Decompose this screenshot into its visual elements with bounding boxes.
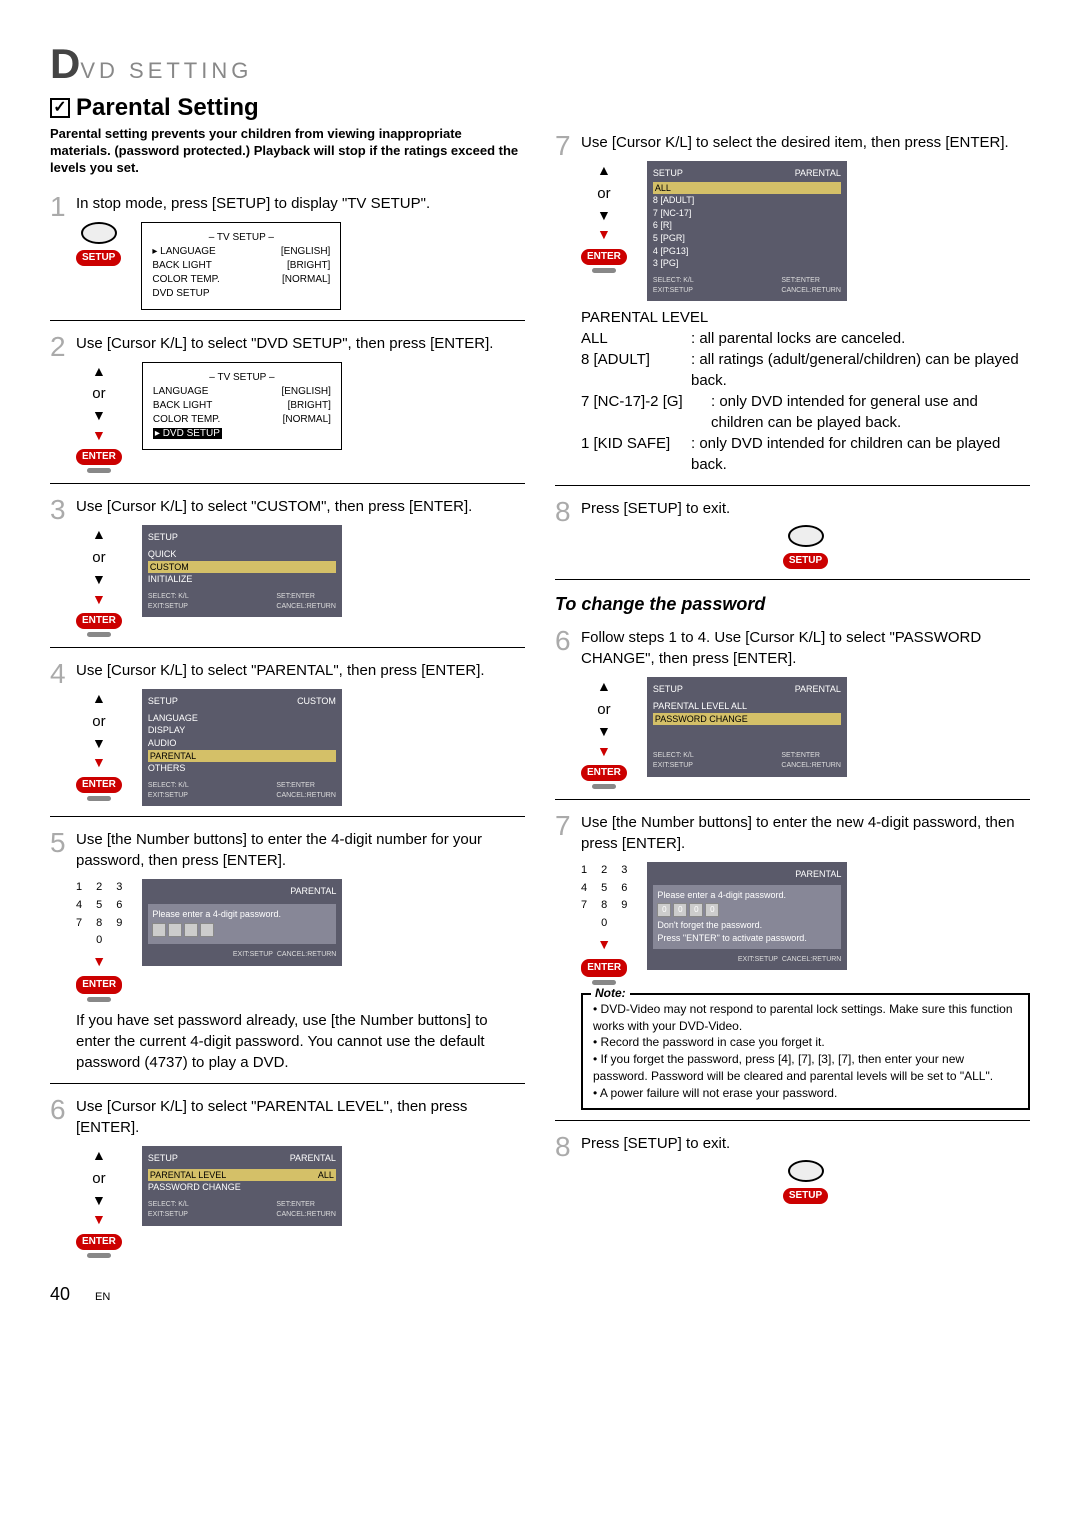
cursor-enter-graphic: ▲or▼ ▼ ENTER xyxy=(76,362,122,474)
lang-code: EN xyxy=(95,1291,110,1303)
right-column: 7 Use [Cursor K/L] to select the desired… xyxy=(555,126,1030,1274)
keypad-graphic: 123 456 789 0 ▼ ENTER xyxy=(76,879,122,1002)
osd-tv-setup: – TV SETUP – ▸ LANGUAGE [ENGLISH] BACK L… xyxy=(141,222,341,310)
checkbox-icon: ✓ xyxy=(50,98,70,118)
title-text: Parental Setting xyxy=(76,94,259,122)
osd-password-change: SETUPPARENTAL PARENTAL LEVEL ALL PASSWOR… xyxy=(647,677,847,776)
osd-level-list: SETUPPARENTAL ALL 8 [ADULT] 7 [NC-17] 6 … xyxy=(647,161,847,301)
osd-new-password: PARENTAL Please enter a 4-digit password… xyxy=(647,862,847,970)
header-big-letter: D xyxy=(50,40,80,88)
step-4: 4 Use [Cursor K/L] to select "PARENTAL",… xyxy=(50,654,525,817)
osd-password-entry: PARENTAL Please enter a 4-digit password… xyxy=(142,879,342,966)
step-2: 2 Use [Cursor K/L] to select "DVD SETUP"… xyxy=(50,327,525,485)
step-6: 6 Use [Cursor K/L] to select "PARENTAL L… xyxy=(50,1090,525,1268)
left-column: Parental setting prevents your children … xyxy=(50,126,525,1274)
step-3: 3 Use [Cursor K/L] to select "CUSTOM", t… xyxy=(50,490,525,648)
step-8: 8 Press [SETUP] to exit. SETUP xyxy=(555,492,1030,580)
intro-text: Parental setting prevents your children … xyxy=(50,126,525,177)
step-5: 5 Use [the Number buttons] to enter the … xyxy=(50,823,525,1084)
step-1: 1 In stop mode, press [SETUP] to display… xyxy=(50,187,525,321)
header-rest: VD SETTING xyxy=(80,58,252,84)
note-box: Note: • DVD-Video may not respond to par… xyxy=(581,993,1030,1110)
step-number: 1 xyxy=(50,193,76,310)
osd-setup-menu: SETUP QUICK CUSTOM INITIALIZE SELECT: K/… xyxy=(142,525,342,617)
page-number: 40 xyxy=(50,1284,70,1304)
osd-custom-menu: SETUPCUSTOM LANGUAGE DISPLAY AUDIO PAREN… xyxy=(142,689,342,806)
step1-text: In stop mode, press [SETUP] to display "… xyxy=(76,193,525,214)
change-password-heading: To change the password xyxy=(555,594,1030,615)
pw-step-7: 7 Use [the Number buttons] to enter the … xyxy=(555,806,1030,1121)
setup-button-graphic: SETUP xyxy=(76,222,121,266)
pw-step-8: 8 Press [SETUP] to exit. SETUP xyxy=(555,1127,1030,1214)
pw-step-6: 6 Follow steps 1 to 4. Use [Cursor K/L] … xyxy=(555,621,1030,800)
step-7: 7 Use [Cursor K/L] to select the desired… xyxy=(555,126,1030,486)
osd-tv-setup-2: – TV SETUP – LANGUAGE [ENGLISH] BACK LIG… xyxy=(142,362,342,450)
section-title: ✓ Parental Setting xyxy=(50,94,1030,122)
page-header: D VD SETTING xyxy=(50,40,1030,88)
osd-parental-level: SETUPPARENTAL PARENTAL LEVELALL PASSWORD… xyxy=(142,1146,342,1225)
parental-level-table: PARENTAL LEVEL ALL: all parental locks a… xyxy=(581,307,1030,475)
